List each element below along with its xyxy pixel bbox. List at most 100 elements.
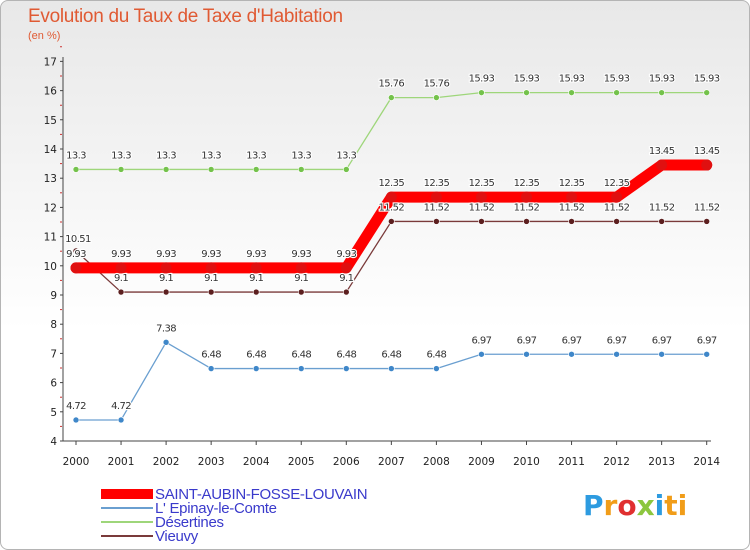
- data-point: [207, 166, 215, 173]
- y-tick-label: 11: [44, 232, 57, 244]
- data-point: [658, 350, 665, 358]
- data-label: 13.3: [201, 150, 221, 161]
- data-point: [252, 288, 260, 296]
- data-label: 15.93: [694, 74, 720, 85]
- data-label: 9.93: [336, 249, 356, 260]
- data-point: [523, 89, 530, 96]
- y-tick-label: 15: [44, 115, 57, 127]
- data-point: [658, 89, 665, 96]
- data-point: [568, 350, 575, 358]
- x-tick-label: 2001: [108, 456, 135, 468]
- y-tick-label: 13: [44, 173, 57, 185]
- data-label: 9.93: [291, 249, 311, 260]
- data-label: 9.1: [294, 273, 308, 284]
- data-label: 6.97: [652, 335, 672, 346]
- data-label: 9.1: [159, 273, 173, 284]
- chart-subtitle: (en %): [28, 30, 61, 42]
- logo-letter: P: [583, 489, 604, 522]
- data-point: [703, 350, 711, 358]
- data-label: 9.1: [339, 273, 353, 284]
- data-label: 15.93: [514, 74, 540, 85]
- x-tick-label: 2002: [153, 456, 180, 468]
- data-label: 12.35: [559, 178, 585, 189]
- data-label: 11.52: [514, 202, 540, 213]
- data-label: 13.3: [246, 150, 266, 161]
- data-label: 13.45: [694, 146, 720, 157]
- data-point: [207, 365, 215, 372]
- y-tick-label: 12: [44, 202, 57, 214]
- data-label: 9.93: [201, 249, 221, 260]
- y-tick-label: 4: [50, 436, 57, 448]
- data-point: [388, 94, 395, 101]
- legend-swatch: [101, 507, 153, 509]
- data-point: [297, 166, 305, 173]
- data-point: [701, 159, 713, 171]
- data-point: [433, 218, 440, 225]
- data-label: 6.48: [201, 350, 221, 361]
- x-tick-label: 2000: [63, 456, 90, 468]
- y-tick-label: 9: [50, 290, 57, 302]
- data-label: 12.35: [514, 178, 540, 189]
- data-label: 11.52: [694, 202, 720, 213]
- x-tick-label: 2013: [648, 456, 675, 468]
- data-point: [388, 218, 395, 225]
- data-label: 6.48: [426, 350, 446, 361]
- data-point: [568, 89, 575, 96]
- data-label: 6.97: [472, 335, 492, 346]
- data-point: [115, 262, 127, 274]
- data-point: [521, 191, 532, 203]
- data-point: [297, 365, 305, 372]
- data-point: [656, 159, 668, 171]
- data-label: 11.52: [604, 202, 630, 213]
- data-label: 12.35: [604, 178, 630, 189]
- data-label: 12.35: [469, 178, 495, 189]
- data-point: [297, 288, 305, 296]
- data-label: 9.1: [249, 273, 263, 284]
- data-point: [117, 166, 125, 173]
- data-point: [566, 191, 578, 203]
- data-label: 6.48: [246, 350, 266, 361]
- y-tick-label: 16: [44, 86, 58, 98]
- data-point: [523, 350, 530, 358]
- data-point: [160, 262, 172, 274]
- logo-letter: x: [636, 489, 655, 522]
- y-tick-label: 10: [44, 261, 57, 273]
- data-point: [72, 166, 80, 173]
- data-point: [613, 218, 620, 225]
- data-point: [433, 365, 440, 372]
- data-label: 12.35: [424, 178, 450, 189]
- logo-letter: ti: [664, 489, 688, 522]
- data-label: 6.97: [517, 335, 537, 346]
- legend-swatch: [101, 521, 153, 523]
- data-point: [340, 262, 352, 274]
- data-label: 13.45: [649, 146, 675, 157]
- data-label: 6.48: [381, 350, 401, 361]
- data-point: [433, 94, 440, 101]
- data-point: [475, 191, 487, 203]
- data-point: [252, 365, 260, 372]
- data-label: 6.48: [336, 350, 356, 361]
- x-tick-label: 2006: [333, 456, 360, 468]
- y-tick-label: 5: [50, 407, 57, 419]
- data-label: 9.93: [111, 249, 131, 260]
- data-label: 11.52: [469, 202, 495, 213]
- data-label: 15.76: [379, 79, 405, 90]
- data-point: [207, 288, 215, 296]
- data-point: [117, 416, 125, 424]
- data-point: [611, 191, 623, 203]
- data-point: [703, 89, 711, 96]
- x-tick-label: 2003: [198, 456, 225, 468]
- data-label: 13.3: [291, 150, 311, 161]
- logo-letter: i: [654, 489, 665, 522]
- data-point: [162, 339, 170, 346]
- legend-swatch: [101, 489, 153, 499]
- data-label: 4.72: [111, 401, 131, 412]
- data-label: 6.97: [562, 335, 582, 346]
- legend-label: Vieuvy: [155, 528, 198, 545]
- y-tick-label: 8: [50, 319, 57, 331]
- data-point: [658, 218, 665, 225]
- data-point: [162, 166, 170, 173]
- data-point: [385, 191, 397, 203]
